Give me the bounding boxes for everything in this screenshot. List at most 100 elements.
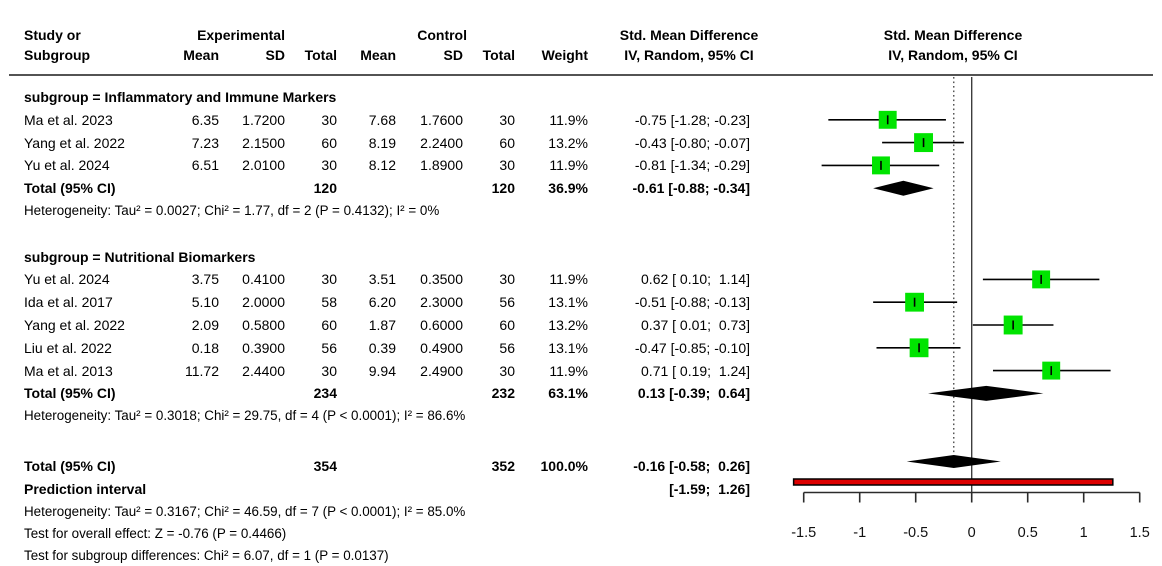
x-axis-tick-label: 1.5 [1130,525,1150,541]
header-ctrl-sd: SD [443,47,463,63]
exp-total-cell: 60 [321,134,337,151]
exp-total-cell: 58 [321,294,337,311]
header-study-line2: Subgroup [24,47,91,63]
ci-text-cell: 0.71 [ 0.19; 1.24] [637,362,750,379]
ctrl-mean-cell: 6.20 [368,294,396,311]
ctrl-total-cell: 30 [499,157,515,174]
exp-mean-cell: 6.35 [191,111,219,128]
total-label-cell: Total (95% CI) [24,385,116,402]
prediction-interval-bar [792,478,1114,486]
header-exp-sd: SD [265,47,285,63]
heterogeneity-note: Heterogeneity: Tau² = 0.3018; Chi² = 29.… [24,408,466,424]
ctrl-mean-cell: 0.39 [368,339,396,356]
footnote: Heterogeneity: Tau² = 0.3167; Chi² = 46.… [24,503,466,519]
exp-sd-cell: 1.7200 [242,111,285,128]
header-experimental-group: Experimental [197,27,285,43]
weight-cell: 11.9% [549,111,588,128]
exp-sd-cell: 0.5800 [242,317,285,333]
weight-cell: 11.9% [549,271,588,288]
ctrl-mean-cell: 9.94 [368,362,396,379]
header-control-group: Control [417,27,467,43]
weight-cell: 13.1% [548,294,588,311]
weight-cell: 13.2% [548,134,588,151]
weight-cell: 100.0% [540,458,588,474]
exp-mean-cell: 2.09 [191,317,219,333]
subgroup-pooled-diamond [928,385,1044,401]
ctrl-sd-cell: 0.6000 [420,317,463,333]
ctrl-sd-cell: 1.7600 [420,111,463,128]
exp-mean-cell: 3.75 [191,271,219,288]
footnote: Test for overall effect: Z = -0.76 (P = … [24,526,287,541]
exp-mean-cell: 5.10 [191,294,219,311]
effect-square [909,338,929,358]
exp-sd-cell: 2.1500 [242,134,285,151]
ctrl-mean-cell: 3.51 [368,271,396,288]
ctrl-total-cell: 30 [499,111,515,128]
exp-total-cell: 30 [321,271,337,288]
ctrl-sd-cell: 0.3500 [420,271,463,288]
exp-sd-cell: 0.3900 [242,339,285,356]
ctrl-sd-cell: 2.3000 [420,294,463,311]
ctrl-sd-cell: 1.8900 [420,157,463,174]
study-name-cell: Yu et al. 2024 [24,157,110,174]
ctrl-mean-cell: 7.68 [368,111,396,128]
x-axis-tick-label: 0 [968,525,976,541]
ci-text-cell: -0.16 [-0.58; 0.26] [633,458,750,474]
total-label-cell: Total (95% CI) [24,458,116,474]
ctrl-mean-cell: 1.87 [368,317,396,333]
ci-text-cell: -0.81 [-1.34; -0.29] [634,157,750,174]
header-ctrl-mean: Mean [360,47,396,63]
header-exp-total: Total [304,47,337,63]
header-ctrl-total: Total [482,47,515,63]
footnote: Test for subgroup differences: Chi² = 6.… [24,548,389,564]
ci-text-cell: 0.62 [ 0.10; 1.14] [637,271,750,288]
ctrl-mean-cell: 8.12 [368,157,396,174]
ctrl-total-cell: 30 [499,271,515,288]
exp-total-cell: 354 [313,458,337,474]
x-axis-tick-label: -1.5 [791,525,816,541]
weight-cell: 63.1% [548,385,588,402]
exp-total-cell: 30 [321,111,337,128]
study-name-cell: Ma et al. 2023 [24,111,113,128]
header-study-line1: Study or [24,27,81,43]
ctrl-sd-cell: 2.4900 [420,362,463,379]
header-smd-left-line2: IV, Random, 95% CI [624,47,754,63]
prediction-interval-label: Prediction interval [24,480,147,497]
effect-square [1003,315,1023,335]
ci-text-cell: -0.75 [-1.28; -0.23] [634,111,750,128]
subgroup-heading: subgroup = Inflammatory and Immune Marke… [24,89,337,105]
overall-pooled-diamond [906,455,1001,468]
exp-total-cell: 120 [313,180,337,197]
exp-total-cell: 60 [321,317,337,333]
exp-sd-cell: 2.0000 [242,294,285,311]
ctrl-total-cell: 60 [499,134,515,151]
ctrl-sd-cell: 2.2400 [420,134,463,151]
header-smd-left-line1: Std. Mean Difference [619,27,759,43]
weight-cell: 36.9% [548,180,588,197]
x-axis-tick-label: 0.5 [1018,525,1038,541]
exp-total-cell: 234 [313,385,337,402]
total-label-cell: Total (95% CI) [24,180,116,197]
ci-text-cell: -0.61 [-0.88; -0.34] [632,180,751,197]
x-axis-tick-label: 1 [1080,525,1088,541]
effect-square [872,156,890,175]
weight-cell: 13.2% [548,317,588,333]
exp-sd-cell: 0.4100 [242,271,285,288]
prediction-interval-ci: [-1.59; 1.26] [669,480,750,497]
study-name-cell: Yang et al. 2022 [24,317,125,333]
exp-mean-cell: 0.18 [191,339,219,356]
header-weight: Weight [541,47,588,63]
ctrl-total-cell: 352 [491,458,515,474]
study-name-cell: Yang et al. 2022 [24,134,125,151]
exp-sd-cell: 2.4400 [242,362,285,379]
subgroup-pooled-diamond [873,180,934,196]
study-name-cell: Liu et al. 2022 [24,339,112,356]
study-name-cell: Yu et al. 2024 [24,271,110,288]
ci-text-cell: 0.37 [ 0.01; 0.73] [637,317,750,333]
exp-total-cell: 56 [321,339,337,356]
subgroup-heading: subgroup = Nutritional Biomarkers [24,248,256,265]
ci-text-cell: -0.43 [-0.80; -0.07] [634,134,750,151]
exp-total-cell: 30 [321,157,337,174]
ctrl-sd-cell: 0.4900 [420,339,463,356]
